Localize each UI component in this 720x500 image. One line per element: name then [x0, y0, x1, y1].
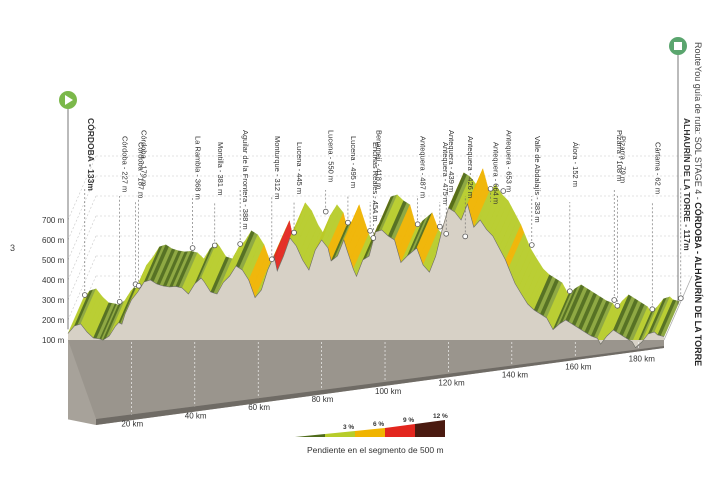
- flags: [59, 37, 687, 330]
- profile-ridge: [67, 203, 665, 349]
- annotation-dot-0: [82, 292, 88, 298]
- annotation-label-17: Antequera - 664 m: [492, 142, 501, 204]
- annotation-label-18: Antequera - 653 m: [504, 130, 513, 192]
- annotation-label-12: Benamejí - 418 m: [374, 130, 383, 189]
- annotation-label-21: Pizarra - 108 m: [615, 130, 624, 181]
- annotations: CÓRDOBA - 133m Córdoba - 227 m Córdoba - 1…: [82, 118, 692, 313]
- stop-icon: [674, 42, 682, 50]
- legend-swatch-0: [295, 434, 325, 437]
- annotation-label-9: Lucena - 550 m: [327, 130, 336, 182]
- annotation-label-7: Monturque - 312 m: [273, 136, 282, 199]
- x-tick-label-140: 140 km: [502, 371, 529, 380]
- x-tick-label-100: 100 km: [375, 387, 402, 396]
- legend-swatch-1: [325, 431, 355, 437]
- y-tick-label-600: 600 m: [42, 236, 65, 245]
- legend-grade-1: 3 %: [343, 424, 354, 431]
- annotation-label-6: Aguilar de la Frontera - 388 m: [241, 130, 250, 230]
- legend-title: Pendiente en el segmento de 500 m: [307, 445, 444, 455]
- annotation-dot-4: [189, 245, 196, 251]
- y-tick-label-100: 100 m: [42, 336, 65, 345]
- annotation-dot-9: [322, 208, 329, 215]
- annotation-label-10: Lucena - 495 m: [349, 136, 358, 188]
- x-tick-label-180: 180 km: [629, 354, 656, 363]
- legend-grade-2: 6 %: [373, 421, 384, 428]
- annotation-label-22: Pizarra - 79 m: [618, 136, 627, 183]
- legend-grade-3: 9 %: [403, 417, 414, 424]
- x-tick-label-40: 40 km: [185, 411, 207, 420]
- annotation-dot-19: [528, 242, 535, 248]
- y-tick-label-500: 500 m: [42, 256, 65, 265]
- annotation-dot-17: [487, 186, 494, 192]
- legend-swatch-3: [385, 424, 415, 437]
- annotation-label-8: Lucena - 445 m: [295, 142, 304, 194]
- annotation-dot-11: [367, 228, 373, 234]
- annotation-dot-24: [677, 295, 684, 302]
- annotation-label-2: Córdoba - 187 m: [137, 142, 146, 198]
- annotation-dot-5: [211, 242, 218, 249]
- x-tick-label-20: 20 km: [121, 419, 143, 428]
- annotation-label-23: Cártama - 62 m: [653, 142, 662, 194]
- axes: 100 m 200 m 300 m 400 m 500 m 600 m 700 m 20 km…: [42, 216, 655, 428]
- annotation-dot-3: [135, 282, 142, 289]
- annotation-dot-18: [500, 188, 507, 194]
- annotation-dot-8: [291, 229, 297, 236]
- annotation-dot-13: [414, 221, 421, 228]
- y-tick-label-400: 400 m: [42, 276, 65, 285]
- annotation-label-4: La Rambla - 368 m: [194, 136, 203, 200]
- annotation-label-11: Encinas Reales - 454 m: [371, 142, 380, 222]
- y-tick-label-200: 200 m: [42, 316, 65, 325]
- annotation-label-24: ALHAURÍN DE LA TORRE - 117m: [682, 118, 692, 251]
- profile-area-front: [68, 204, 664, 348]
- annotation-dot-12: [370, 235, 377, 241]
- profile-front-shade: [68, 340, 664, 419]
- annotation-dot-14: [437, 223, 443, 230]
- annotation-label-14: Antequera - 475 m: [441, 142, 450, 204]
- x-tick-label-160: 160 km: [565, 362, 592, 371]
- annotation-label-20: Álora - 152 m: [571, 142, 580, 187]
- annotation-dot-20: [567, 288, 573, 295]
- annotation-dot-7: [269, 256, 275, 263]
- annotation-label-5: Montilla - 381 m: [216, 142, 225, 195]
- annotation-dot-15: [443, 231, 450, 237]
- legend-grade-4: 12 %: [433, 413, 448, 420]
- annotation-label-1: Córdoba - 227 m: [121, 136, 130, 192]
- annotation-label-15: Antequera - 439 m: [447, 130, 456, 192]
- annotation-label-3: Córdoba - 179 m: [140, 130, 149, 186]
- legend-swatch-4: [415, 420, 445, 437]
- y-tick-label-300: 300 m: [42, 296, 65, 305]
- annotation-label-16: Antequera - 426 m: [466, 136, 475, 198]
- y-gridline-500: [67, 195, 97, 261]
- annotation-dot-21: [611, 297, 618, 303]
- play-icon: [65, 95, 73, 105]
- annotation-dot-23: [649, 306, 656, 313]
- x-tick-label-80: 80 km: [312, 395, 334, 404]
- annotation-dot-22: [614, 302, 621, 309]
- annotation-dot-16: [462, 233, 469, 240]
- legend: 3 % 6 % 9 % 12 % Pendiente en el segmento de…: [295, 413, 448, 455]
- annotation-label-19: Valle de Abdalajís - 383 m: [533, 136, 542, 223]
- annotation-dot-6: [237, 241, 243, 247]
- slope-bands: [67, 168, 680, 349]
- annotation-dot-1: [116, 298, 123, 305]
- annotation-label-13: Antequera - 487 m: [419, 136, 428, 198]
- legend-swatch-2: [355, 428, 385, 437]
- annotation-dot-10: [345, 219, 351, 226]
- y-gridline-400: [67, 215, 97, 281]
- x-tick-label-120: 120 km: [438, 379, 465, 388]
- profile-base-edge: [96, 346, 664, 425]
- x-tick-label-60: 60 km: [248, 403, 270, 412]
- depth-edge-right: [663, 275, 693, 341]
- y-tick-label-700: 700 m: [42, 216, 65, 225]
- page-number: 3: [10, 243, 16, 253]
- annotation-label-0: CÓRDOBA - 133m: [86, 118, 97, 191]
